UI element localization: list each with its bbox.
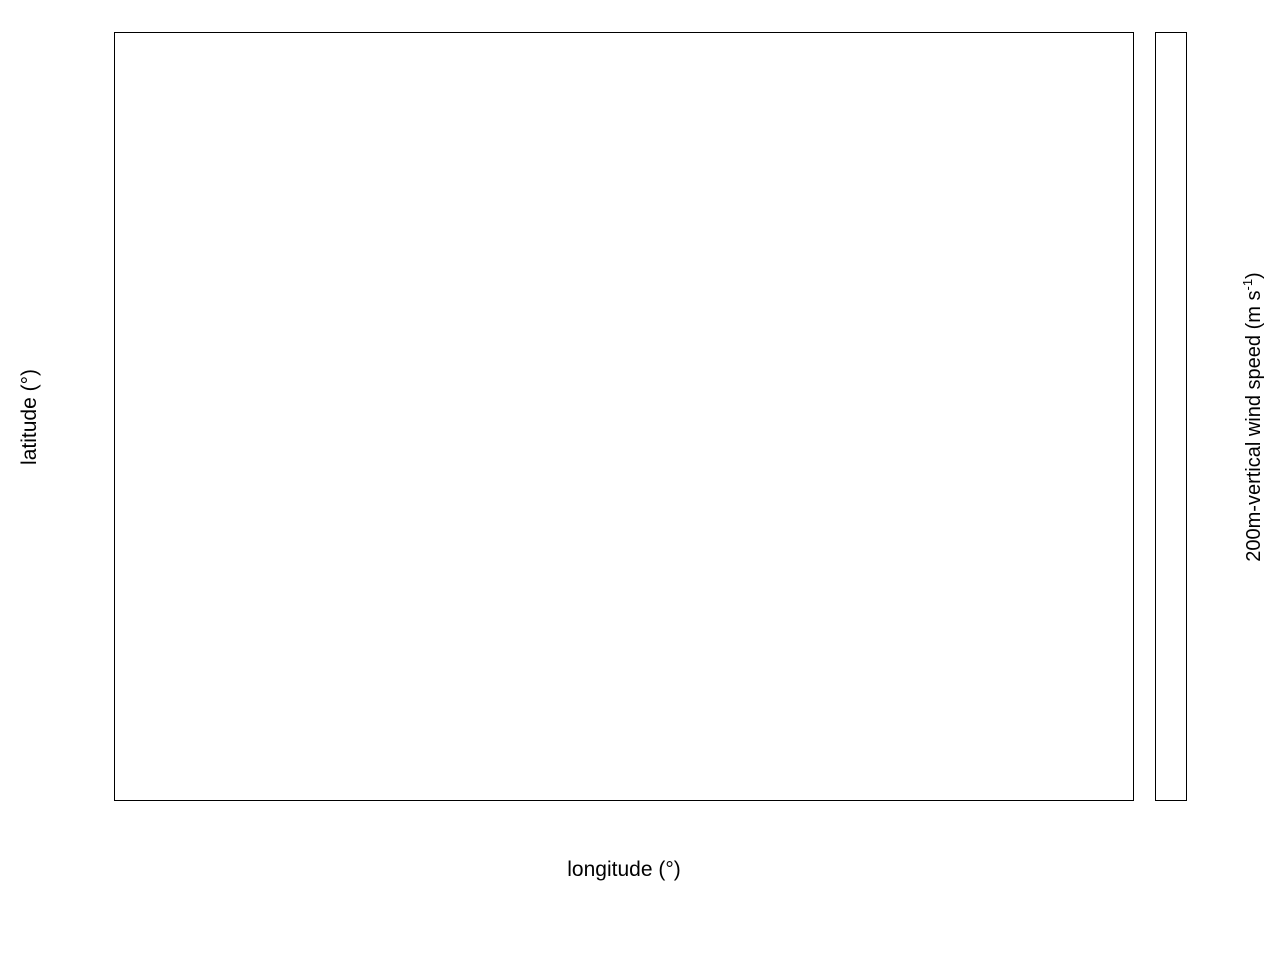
colorbar-gradient-canvas: [1156, 33, 1186, 800]
x-axis-title: longitude (°): [567, 858, 681, 881]
colorbar-title-prefix: 200m-vertical wind speed (m s: [1242, 290, 1265, 562]
colorbar-title: 200m-vertical wind speed (m s-1): [1240, 272, 1266, 561]
heatmap-canvas: [115, 33, 1133, 800]
colorbar-title-sup: -1: [1240, 278, 1256, 291]
colorbar: [1155, 32, 1187, 801]
colorbar-title-suffix: ): [1242, 272, 1265, 279]
plot-area: [114, 32, 1134, 801]
y-axis-title: latitude (°): [18, 369, 41, 465]
